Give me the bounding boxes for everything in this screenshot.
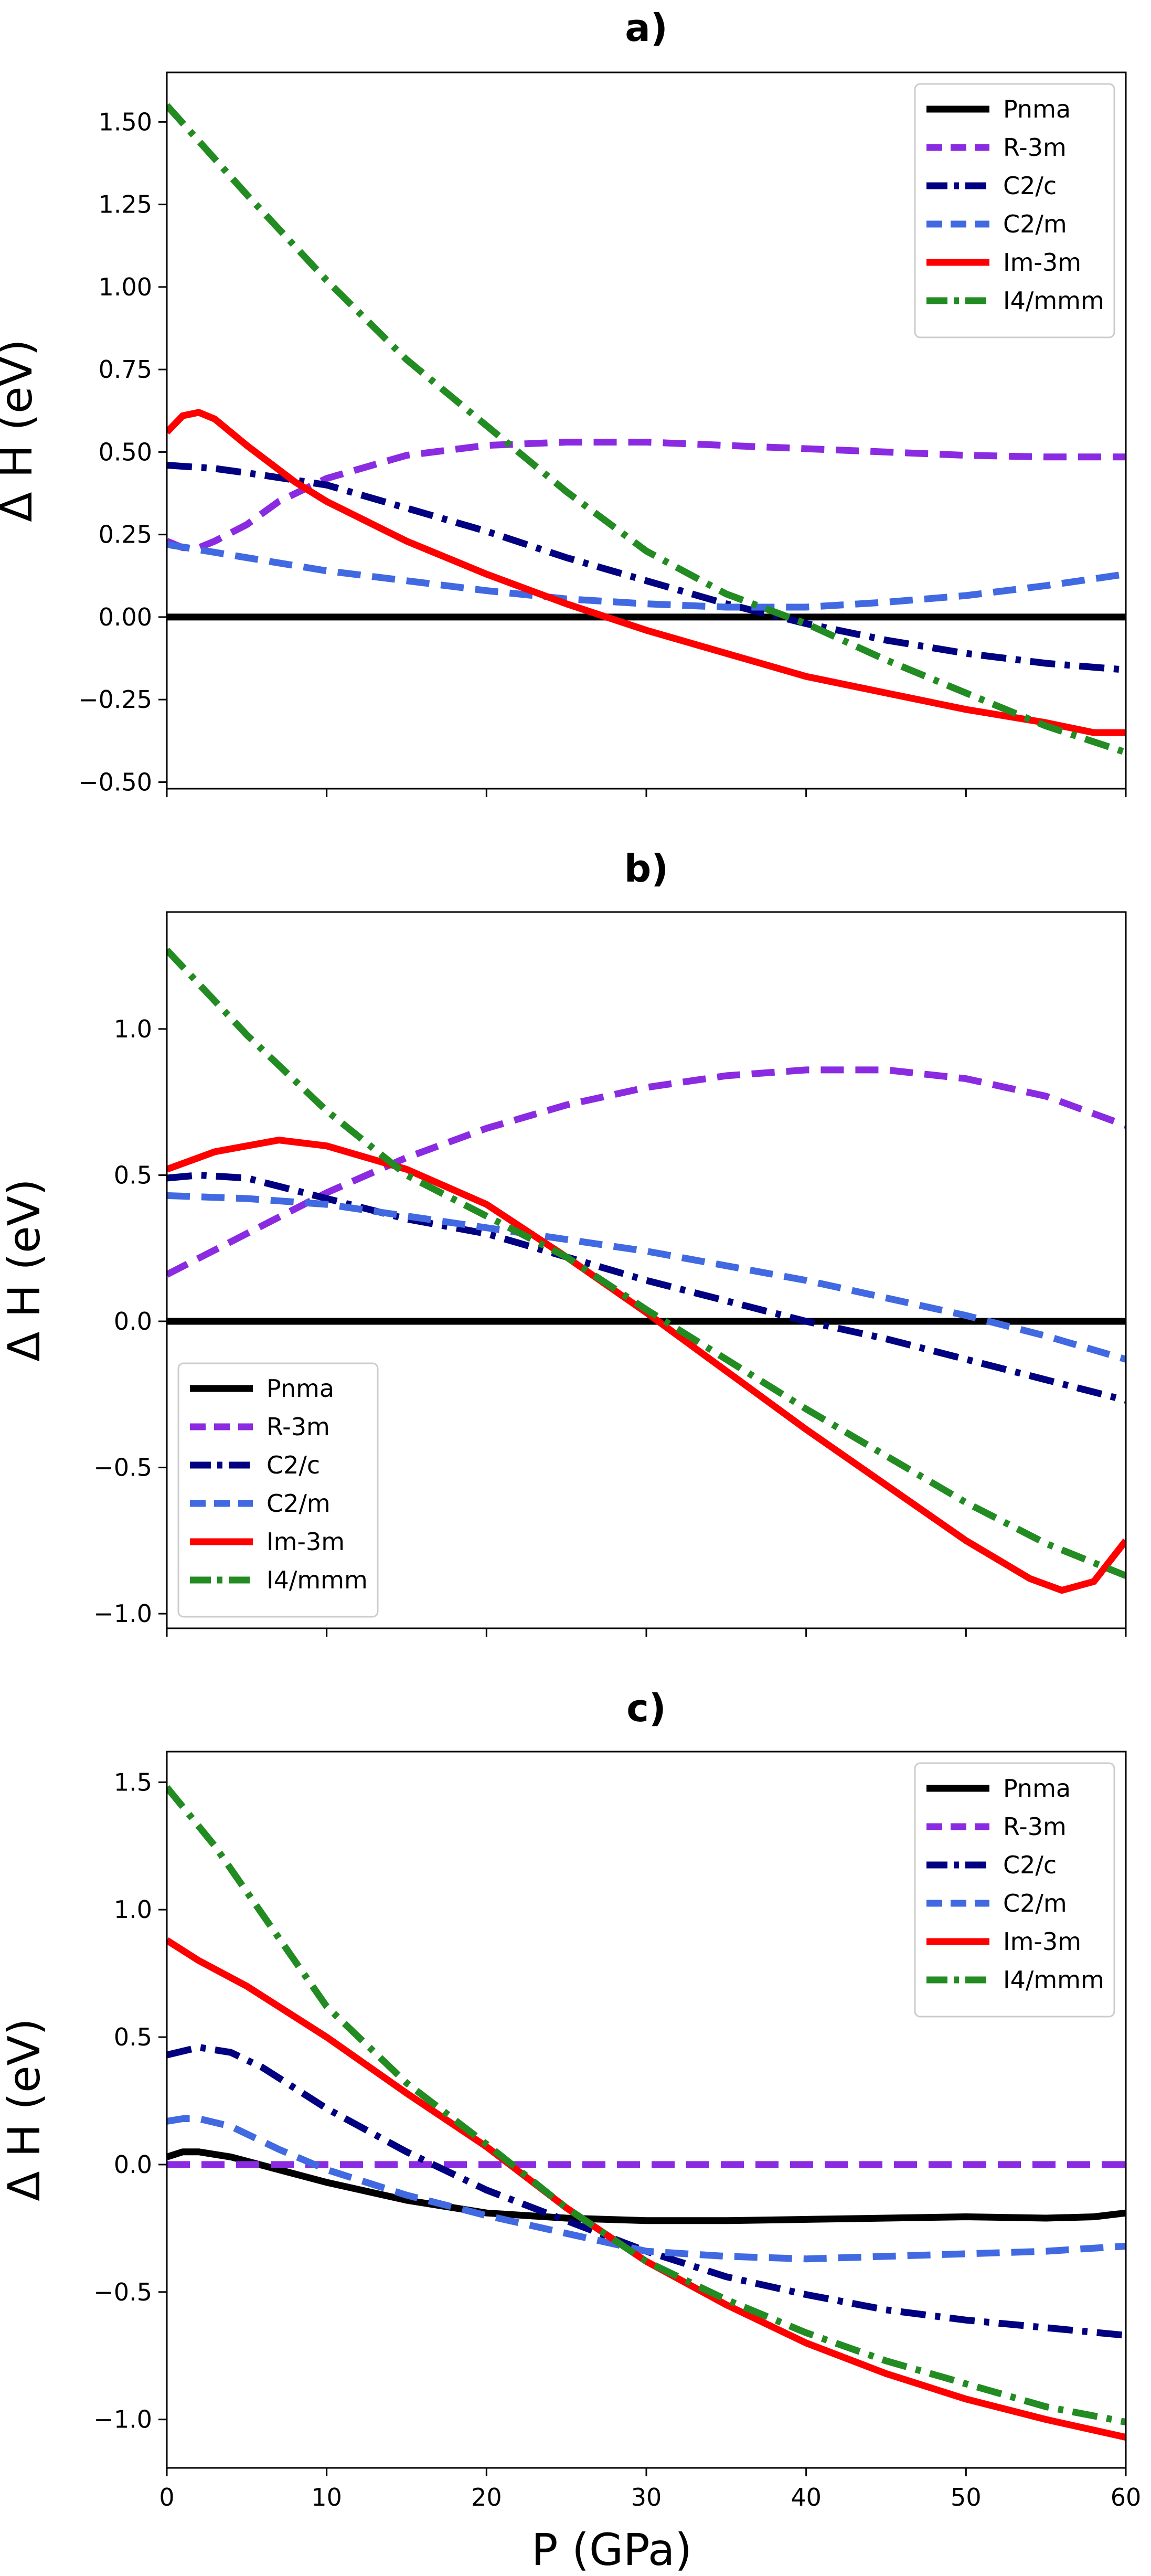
y-tick-label: 0.00 bbox=[99, 603, 152, 631]
legend: Pnma R-3m C2/c C2/m Im-3m I4/mmm bbox=[914, 83, 1115, 338]
y-tick-label: 1.0 bbox=[114, 1895, 152, 1924]
y-tick-label: 0.75 bbox=[99, 355, 152, 384]
legend-label: Pnma bbox=[1003, 1774, 1071, 1803]
y-tick-label: 1.5 bbox=[114, 1768, 152, 1796]
x-tick-label: 0 bbox=[159, 2483, 174, 2511]
legend-label: C2/m bbox=[1003, 1889, 1067, 1917]
series-line-c2c bbox=[167, 1171, 1126, 1404]
y-tick-label: −0.25 bbox=[78, 685, 152, 714]
legend-label: C2/c bbox=[1003, 1851, 1057, 1879]
y-axis-label: Δ H (eV) bbox=[0, 1179, 50, 1362]
panel-title: a) bbox=[625, 6, 668, 50]
x-tick-label: 10 bbox=[311, 2483, 342, 2511]
y-tick-label: 0.5 bbox=[114, 1161, 152, 1189]
legend-label: Im-3m bbox=[1003, 248, 1081, 277]
series-line-c2m bbox=[167, 2115, 1126, 2263]
y-tick-label: −1.0 bbox=[93, 1599, 152, 1628]
legend-label: C2/m bbox=[267, 1489, 331, 1518]
x-tick-label: 30 bbox=[631, 2483, 662, 2511]
series-line-i4mmm bbox=[167, 947, 1126, 1579]
legend: Pnma R-3m C2/c C2/m Im-3m I4/mmm bbox=[177, 1362, 379, 1618]
y-tick-label: 1.25 bbox=[99, 190, 152, 219]
x-tick-label: 40 bbox=[791, 2483, 822, 2511]
series-line-c2m bbox=[167, 1192, 1126, 1363]
series-line-im3m bbox=[167, 409, 1126, 736]
panel-a: a) Δ H (eV) −0.50 −0.25 0.00 0.25 0.50 0.75 1.00… bbox=[0, 6, 1127, 797]
y-tick-label: 1.50 bbox=[99, 108, 152, 136]
x-tick-label: 60 bbox=[1111, 2483, 1142, 2511]
series-line-c2c bbox=[167, 462, 1126, 673]
series-line-r3m bbox=[167, 1066, 1126, 1278]
legend-label: I4/mmm bbox=[267, 1566, 368, 1594]
plot-frame bbox=[166, 71, 1127, 790]
plot-frame bbox=[166, 911, 1127, 1629]
series-line-im3m bbox=[167, 1937, 1126, 2441]
series-line-i4mmm bbox=[167, 103, 1126, 756]
legend-label: Im-3m bbox=[1003, 1927, 1081, 1956]
legend-label: Im-3m bbox=[267, 1528, 345, 1556]
y-axis-label: Δ H (eV) bbox=[0, 2018, 50, 2201]
y-tick-label: 0.50 bbox=[99, 438, 152, 466]
legend-label: I4/mmm bbox=[1003, 287, 1104, 315]
y-tick-label: 0.25 bbox=[99, 521, 152, 549]
series-line-r3m bbox=[167, 439, 1126, 552]
series-line-c2c bbox=[167, 2044, 1126, 2339]
legend-label: R-3m bbox=[267, 1413, 330, 1441]
y-tick-label: 0.5 bbox=[114, 2023, 152, 2051]
y-axis-label: Δ H (eV) bbox=[0, 339, 42, 522]
x-tick-label: 50 bbox=[951, 2483, 982, 2511]
legend-label: R-3m bbox=[1003, 1812, 1067, 1841]
y-tick-label: 1.00 bbox=[99, 273, 152, 301]
panel-b: b) Δ H (eV) −1.0 −0.5 0.0 0.5 1.0 Pnma R-3m C2/c C… bbox=[0, 846, 1127, 1637]
y-tick-label: 0.0 bbox=[114, 1307, 152, 1335]
panel-title: c) bbox=[626, 1686, 666, 1730]
x-axis-label: P (GPa) bbox=[531, 2524, 692, 2575]
legend-label: C2/c bbox=[1003, 172, 1057, 200]
y-tick-label: 1.0 bbox=[114, 1015, 152, 1043]
y-tick-label: −1.0 bbox=[93, 2405, 152, 2434]
series-line-i4mmm bbox=[167, 1785, 1126, 2425]
y-tick-label: 0.0 bbox=[114, 2150, 152, 2179]
series-group bbox=[167, 947, 1126, 1594]
legend-label: Pnma bbox=[267, 1374, 334, 1403]
legend-label: C2/c bbox=[267, 1451, 320, 1479]
panel-c: c) Δ H (eV) −1.0 −0.5 0.0 0.5 1.0 1.5 0 10 20 30 40 5… bbox=[0, 1686, 1141, 2511]
series-line-im3m bbox=[167, 1137, 1126, 1594]
y-tick-label: −0.5 bbox=[93, 1454, 152, 1482]
legend-label: R-3m bbox=[1003, 133, 1067, 162]
plot-frame bbox=[166, 1751, 1127, 2469]
legend-label: C2/m bbox=[1003, 210, 1067, 238]
series-group bbox=[167, 1785, 1126, 2441]
legend-label: Pnma bbox=[1003, 95, 1071, 123]
y-tick-label: −0.5 bbox=[93, 2278, 152, 2306]
x-tick-label: 20 bbox=[471, 2483, 502, 2511]
legend-label: I4/mmm bbox=[1003, 1966, 1104, 1994]
series-line-c2m bbox=[167, 541, 1126, 611]
series-group bbox=[167, 103, 1126, 756]
series-line-pnma bbox=[167, 2148, 1126, 2224]
y-tick-label: −0.50 bbox=[78, 768, 152, 796]
legend: Pnma R-3m C2/c C2/m Im-3m I4/mmm bbox=[914, 1762, 1115, 2018]
panel-title: b) bbox=[624, 846, 668, 891]
